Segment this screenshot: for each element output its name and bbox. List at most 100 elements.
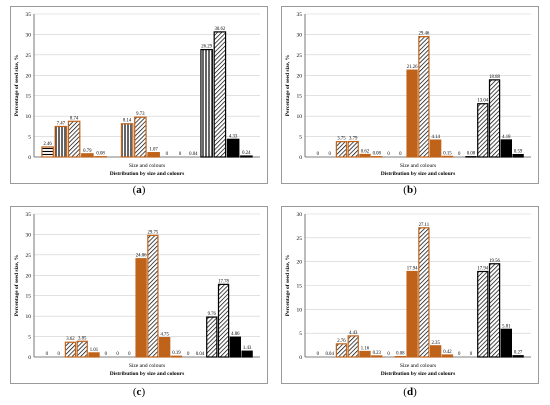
y-tick-label: 0 [28, 155, 31, 161]
bar [418, 227, 430, 358]
bar-value-label: 0.08 [467, 152, 476, 157]
y-tick-label: 15 [26, 294, 32, 300]
bar [406, 270, 418, 358]
bar-value-label: 0.24 [242, 151, 251, 156]
bar [441, 354, 454, 358]
bar [81, 153, 94, 158]
bar-value-label: 8.74 [70, 116, 79, 121]
bar [441, 155, 454, 158]
bar [240, 155, 253, 158]
y-axis-label: Percentage of seed size, % [14, 255, 20, 316]
bar-value-label: 0 [458, 352, 461, 357]
bar-value-label: 0.79 [83, 149, 92, 154]
y-tick-label: 15 [26, 94, 32, 100]
bar [359, 153, 371, 158]
bar-value-label: 2.76 [337, 339, 346, 344]
x-axis-label: Size and colours [400, 163, 436, 169]
bar-value-label: 18.88 [489, 75, 500, 80]
y-tick-label: 30 [297, 32, 303, 38]
y-tick-label: 30 [26, 32, 32, 38]
y-tick-label: 10 [26, 114, 32, 120]
panel-c-caption: (c) [132, 386, 146, 398]
bar-value-label: 4.75 [160, 333, 169, 338]
bar-value-label: 0.04 [196, 352, 205, 357]
bar-value-label: 0 [387, 352, 390, 357]
x-axis-label: Size and colours [400, 363, 436, 369]
bar-value-label: 24.06 [136, 254, 147, 259]
chart-b: 0 5 10 15 20 25 30 35 Percentage of seed size, %… [281, 6, 539, 184]
y-tick-label: 0 [299, 355, 302, 361]
chart-c: 0 5 10 15 20 25 30 35 Percentage of seed size, %… [10, 206, 268, 384]
bar [147, 152, 160, 158]
bar [213, 31, 227, 158]
y-tick-label: 10 [297, 114, 303, 120]
bar [64, 341, 77, 358]
bar [54, 125, 68, 158]
bar-value-label: 13.04 [477, 99, 488, 104]
bar-value-label: 0 [166, 152, 169, 157]
bar-value-label: 0.62 [361, 149, 370, 154]
bar-value-label: 4.86 [231, 332, 240, 337]
bar-value-label: 1.07 [149, 148, 158, 153]
bar [488, 263, 501, 358]
bar [229, 336, 241, 358]
bar-value-label: 21.26 [407, 65, 418, 70]
bar-value-label: 5.81 [502, 324, 511, 329]
bar-value-label: 0 [317, 352, 320, 357]
x-axis-label: Size and colours [129, 363, 165, 369]
x-axis-subtitle: Distribution by size and colours [381, 371, 456, 377]
y-tick-label: 25 [297, 236, 303, 242]
bar-value-label: 27.11 [419, 223, 430, 228]
bar-value-label: 4.18 [502, 135, 511, 140]
y-tick-label: 25 [26, 253, 32, 259]
bar-value-label: 0.15 [443, 151, 452, 156]
y-tick-label: 35 [26, 12, 32, 18]
bar-value-label: 0 [399, 152, 402, 157]
panel-b: 0 5 10 15 20 25 30 35 Percentage of seed size, %… [281, 6, 539, 196]
y-tick-label: 20 [26, 73, 32, 79]
y-tick-label: 25 [26, 53, 32, 59]
bar-value-label: 0.08 [373, 152, 382, 157]
bar [217, 283, 230, 358]
bar [67, 120, 81, 158]
y-tick-label: 30 [26, 232, 32, 238]
bar-value-label: 1.01 [90, 348, 99, 353]
bar [226, 138, 240, 158]
bar-value-label: 0.59 [514, 150, 523, 155]
y-tick-label: 20 [297, 260, 303, 266]
bar-value-label: 9.73 [136, 112, 145, 117]
bar-value-label: 0 [328, 152, 331, 157]
y-axis-label: Percentage of seed size, % [285, 55, 291, 116]
bar-value-label: 1.43 [243, 346, 252, 351]
y-axis-label: Percentage of seed size, % [285, 255, 291, 316]
x-axis-subtitle: Distribution by size and colours [381, 171, 456, 177]
bar [418, 36, 430, 158]
bar [512, 153, 524, 158]
y-tick-label: 30 [297, 212, 303, 218]
bar [135, 258, 147, 358]
bar-value-label: 3.75 [337, 137, 346, 142]
y-tick-label: 15 [297, 94, 303, 100]
bar-value-label: 0 [470, 352, 473, 357]
bar-value-label: 17.78 [218, 279, 229, 284]
bar-value-label: 0 [128, 352, 131, 357]
bar-value-label: 0.42 [443, 350, 452, 355]
bar-value-label: 7.47 [57, 121, 66, 126]
bar-value-label: 26.29 [201, 45, 212, 50]
bar-value-label: 2.46 [43, 142, 52, 147]
y-tick-label: 0 [28, 355, 31, 361]
bar [500, 328, 512, 358]
bar-value-label: 0 [317, 152, 320, 157]
bar [170, 355, 183, 358]
bar-value-label: 19.56 [489, 259, 500, 264]
bar-value-label: 17.94 [407, 266, 418, 271]
bar [500, 139, 512, 158]
bar [88, 352, 100, 358]
bar [430, 345, 442, 358]
bar [477, 103, 489, 158]
bar-value-label: 3.79 [349, 137, 358, 142]
bar-value-label: 3.85 [78, 336, 87, 341]
y-tick-label: 20 [297, 73, 303, 79]
y-tick-label: 25 [297, 53, 303, 59]
bar-value-label: 0.08 [396, 352, 405, 357]
